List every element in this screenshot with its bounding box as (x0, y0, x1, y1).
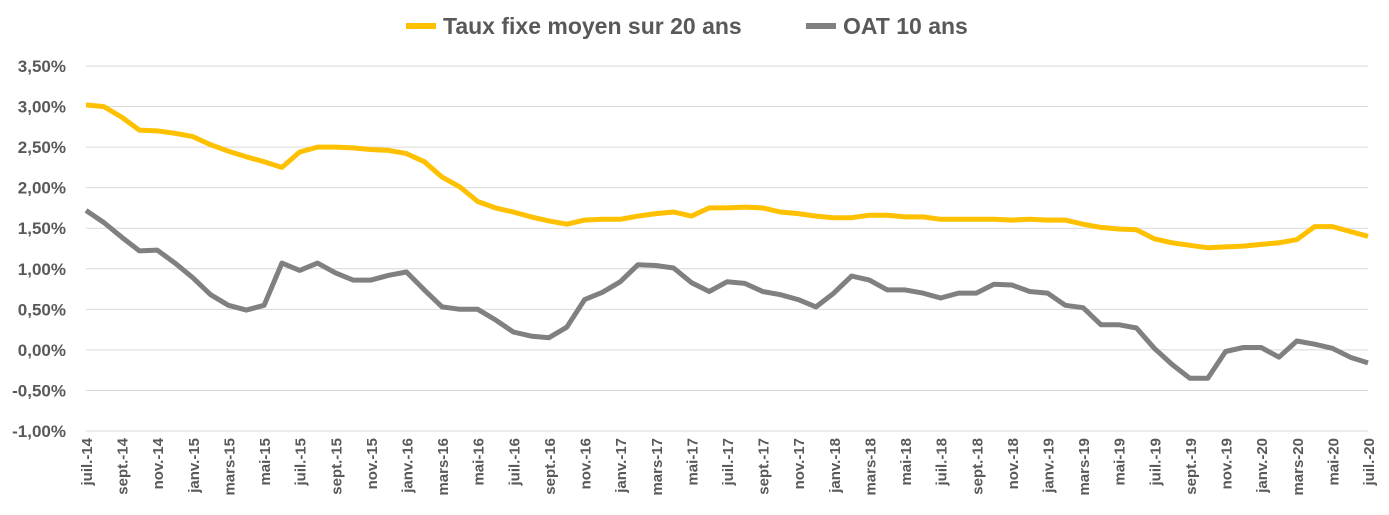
legend: Taux fixe moyen sur 20 ans OAT 10 ans (406, 13, 968, 39)
x-tick-label: sept.-16 (542, 438, 559, 495)
x-tick-label: janv.-19 (1041, 438, 1058, 494)
x-tick-label: mai-16 (471, 438, 488, 486)
y-tick-label: 0,50% (18, 300, 66, 319)
x-tick-label: sept.-15 (328, 438, 345, 495)
y-tick-label: 1,50% (18, 219, 66, 238)
y-tick-label: 1,00% (18, 260, 66, 279)
x-tick-label: mai-15 (257, 438, 274, 486)
x-tick-label: juil.-15 (293, 438, 310, 487)
x-tick-label: sept.-18 (969, 438, 986, 495)
x-tick-label: janv.-16 (400, 438, 417, 494)
y-tick-label: 0,00% (18, 341, 66, 360)
x-tick-label: janv.-17 (613, 438, 630, 494)
x-tick-label: nov.-14 (150, 437, 167, 489)
x-tick-label: juil.-18 (934, 438, 951, 487)
series-line-taux-fixe (85, 102, 1369, 251)
x-tick-label: mai-17 (684, 438, 701, 486)
x-tick-label: mars-16 (435, 438, 452, 496)
x-tick-label: sept.-14 (115, 437, 132, 494)
series-lines (84, 102, 1369, 381)
legend-label-oat: OAT 10 ans (843, 13, 968, 39)
series-line-oat (84, 208, 1369, 381)
y-tick-label: 2,50% (18, 138, 66, 157)
x-tick-label: nov.-15 (364, 438, 381, 489)
y-axis: 3,50% 3,00% 2,50% 2,00% 1,50% 1,00% 0,50% 0,00%… (12, 57, 66, 441)
x-tick-label: juil.-17 (720, 438, 737, 487)
x-tick-label: mars-18 (862, 438, 879, 496)
y-tick-label: 3,50% (18, 57, 66, 76)
x-tick-label: nov.-18 (1005, 438, 1022, 489)
x-tick-label: juil.-14 (79, 437, 96, 486)
x-tick-label: mars-19 (1076, 438, 1093, 496)
x-tick-label: janv.-18 (827, 438, 844, 494)
x-tick-label: mai-18 (898, 438, 915, 486)
x-tick-label: mars-15 (221, 438, 238, 496)
x-axis: juil.-14 sept.-14 nov.-14 janv.-15 mars-15 ma… (79, 430, 1378, 496)
x-tick-label: juil.-16 (506, 438, 523, 487)
x-tick-label: mai-20 (1325, 438, 1342, 486)
y-tick-label: -0,50% (12, 381, 66, 400)
legend-label-taux-fixe: Taux fixe moyen sur 20 ans (443, 13, 742, 39)
y-tick-label: 2,00% (18, 179, 66, 198)
x-tick-label: juil.-20 (1361, 438, 1378, 487)
x-tick-label: mai-19 (1112, 438, 1129, 486)
x-tick-label: mars-17 (649, 438, 666, 496)
x-tick-label: sept.-17 (756, 438, 773, 495)
x-tick-label: mars-20 (1290, 438, 1307, 496)
x-tick-label: janv.-15 (186, 438, 203, 494)
x-tick-label: sept.-19 (1183, 438, 1200, 495)
x-tick-label: nov.-19 (1219, 438, 1236, 489)
y-tick-label: 3,00% (18, 98, 66, 117)
x-tick-label: nov.-16 (578, 438, 595, 489)
x-tick-label: juil.-19 (1147, 438, 1164, 487)
gridlines (86, 65, 1368, 432)
x-tick-label: nov.-17 (791, 438, 808, 489)
y-tick-label: -1,00% (12, 422, 66, 441)
x-tick-label: janv.-20 (1254, 438, 1271, 494)
